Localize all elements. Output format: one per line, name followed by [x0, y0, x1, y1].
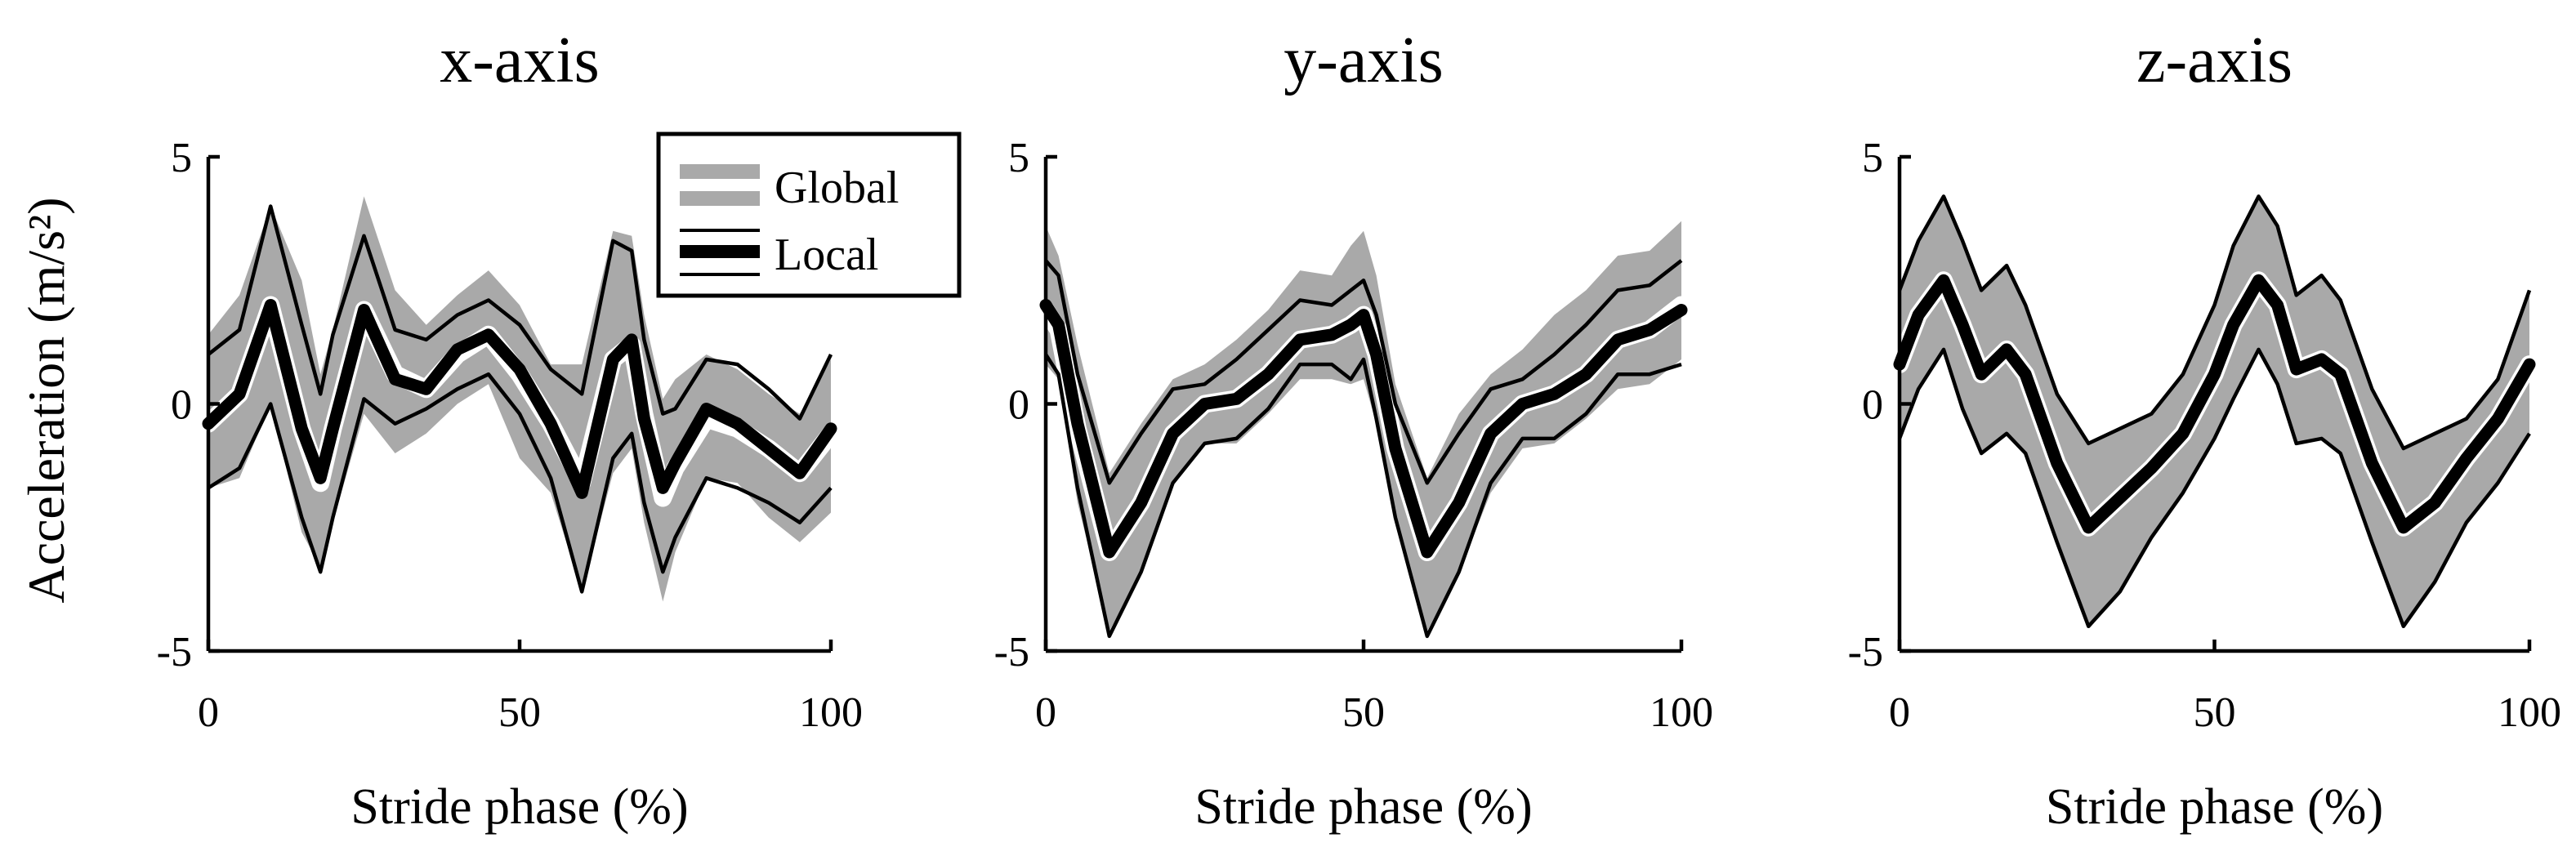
x-tick-label: 50 [2194, 689, 2236, 736]
local-lower-line [207, 372, 833, 594]
local-upper-line [1044, 259, 1683, 485]
local-upper-line [207, 204, 833, 421]
y-tick-label: 5 [1008, 135, 1029, 181]
local-lower-line [1044, 353, 1682, 639]
x-tick-label: 0 [1035, 689, 1056, 736]
x-tick-label: 0 [198, 689, 219, 736]
y-tick-label: -5 [994, 629, 1029, 675]
x-tick-label: 0 [1889, 689, 1910, 736]
global-band [1900, 196, 2529, 626]
local-mean-line [202, 299, 837, 499]
x-axis-label: Stride phase (%) [1194, 779, 1532, 835]
legend: Global Local [656, 132, 962, 298]
y-tick-label: 0 [1862, 382, 1883, 429]
y-tick-label: -5 [157, 629, 192, 675]
y-tick-label: 5 [1862, 135, 1883, 181]
x-tick-label: 50 [1342, 689, 1385, 736]
y-tick-label: 0 [1008, 382, 1029, 429]
x-axis-label: Stride phase (%) [2046, 779, 2383, 835]
y-tick-label: 5 [171, 135, 192, 181]
y-axis-label: Acceleration (m/s²) [17, 197, 75, 603]
x-tick-label: 100 [2498, 689, 2561, 736]
x-tick-label: 50 [498, 689, 541, 736]
x-axis-label: Stride phase (%) [350, 779, 688, 835]
legend-global-label: Global [775, 163, 899, 213]
legend-local-label: Local [775, 230, 878, 280]
panel-title: y-axis [1284, 25, 1444, 96]
local-mean-line [1893, 274, 2536, 534]
panel-title: x-axis [440, 25, 600, 96]
legend-box [656, 132, 962, 298]
global-band [208, 196, 831, 602]
panel-title: z-axis [2136, 25, 2293, 96]
local-lower-line [1897, 347, 2531, 629]
x-tick-label: 100 [799, 689, 863, 736]
y-tick-label: 0 [171, 382, 192, 429]
y-tick-label: -5 [1848, 629, 1883, 675]
local-mean-line [1039, 299, 1688, 559]
local-upper-line [1897, 194, 2532, 451]
x-tick-label: 100 [1650, 689, 1713, 736]
